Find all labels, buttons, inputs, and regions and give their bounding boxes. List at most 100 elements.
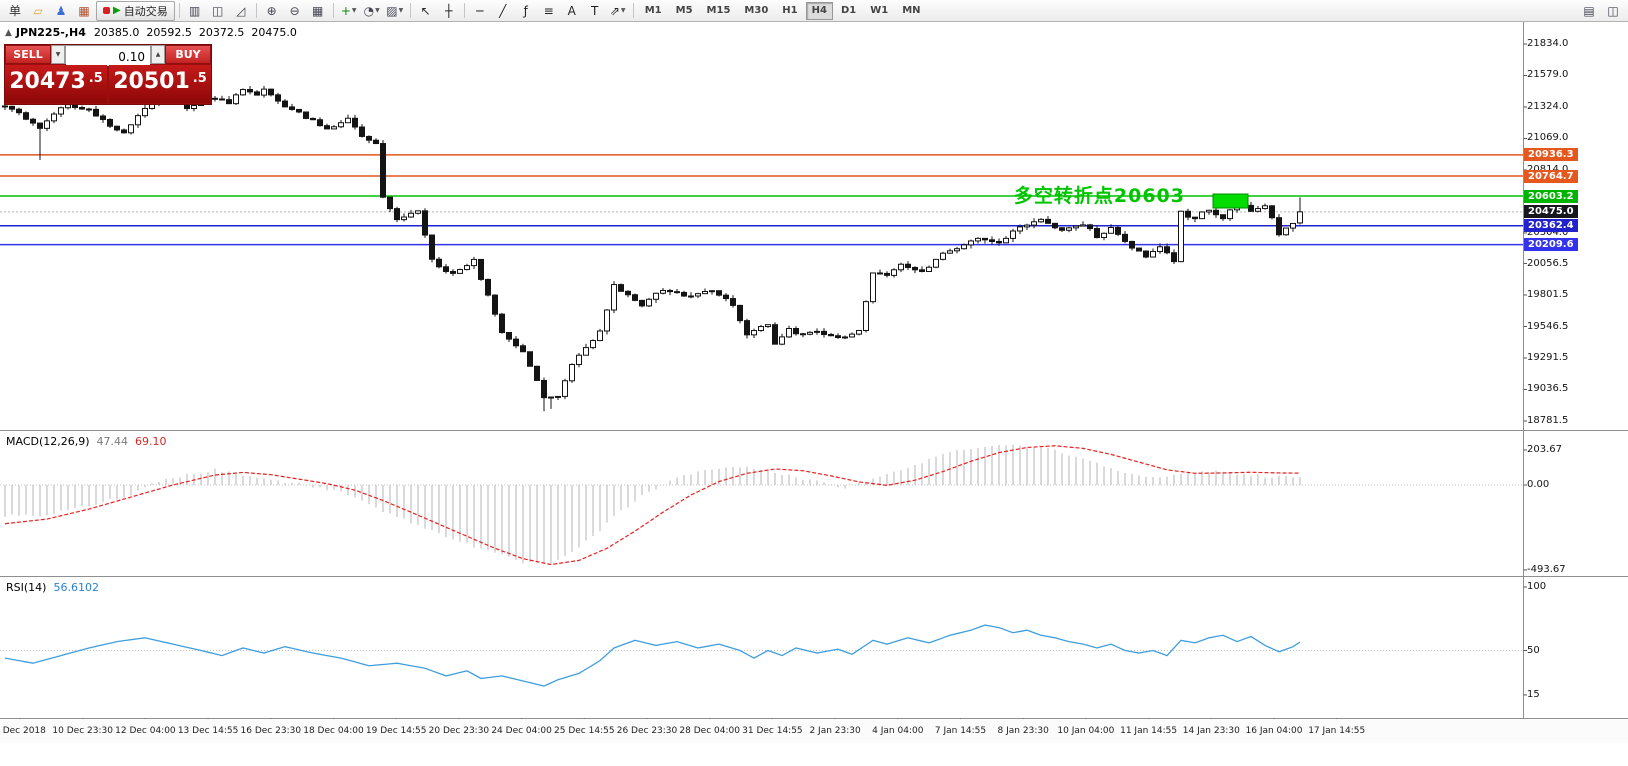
time-axis-label: 7 Dec 2018 [0,726,46,736]
period-button[interactable]: ◔ ▼ [361,1,383,21]
volume-input[interactable] [66,48,150,66]
template-button: ▨ [386,3,398,18]
price-axis-label: 21834.0 [1527,38,1569,49]
text-label-icon[interactable]: T [584,1,606,21]
text-icon[interactable]: A [561,1,583,21]
trendline-icon: ╱ [499,3,507,18]
toolbar-separator [409,3,411,18]
rsi-axis-label: 15 [1527,688,1540,700]
timeframe-m5[interactable]: M5 [675,4,693,16]
zoom-out-icon[interactable]: ⊖ [284,1,306,21]
zoom-in-icon: ⊕ [266,3,277,18]
time-axis-label: 16 Jan 04:00 [1245,726,1303,736]
price-axis-label: 18781.5 [1527,414,1569,426]
time-axis-label: 11 Jan 14:55 [1120,726,1178,736]
timeframe-m30[interactable]: M30 [744,4,769,16]
toolbar: 单 ▱ ♟ ▦ ▶ 自动交易 ▥ ◫ ◿ ⊕ ⊖ ▦ + ▼ ◔ ▼ ▨ ▼ ↖ ┼ ─ ╱ ƒ ≡ A T ⇗ ▼ M1 M5 M15 M… [0,0,1628,22]
stop-icon [103,7,110,14]
autotrading-label: 自动交易 [123,4,168,18]
time-axis-label: 2 Jan 23:30 [809,726,861,736]
volume-field [65,45,151,66]
sell-button[interactable]: SELL [5,45,51,64]
time-axis-label: 16 Dec 23:30 [240,726,302,736]
price-level-badge: 20209.6 [1524,238,1578,252]
price-level-badge: 20362.4 [1524,219,1578,233]
channel-icon[interactable]: ≡ [538,1,560,21]
toolbar-separator [178,3,180,18]
accounts-icon: ♟ [55,3,67,18]
timeframe-m15[interactable]: M15 [706,4,731,16]
price-axis-label: 21579.0 [1527,69,1569,81]
template-button[interactable]: ▨ ▼ [384,1,406,21]
sell-price[interactable]: 20473 .5 [5,65,107,103]
line-chart-icon[interactable]: ◿ [230,1,252,21]
cursor-icon[interactable]: ↖ [415,1,437,21]
buy-price[interactable]: 20501 .5 [109,65,211,103]
timeframe-h4[interactable]: H4 [805,1,833,20]
print-icon[interactable]: ▤ [1578,1,1600,21]
timeframe-h1[interactable]: H1 [782,4,798,16]
zoom-in-icon[interactable]: ⊕ [261,1,283,21]
ohlc-open: 20385.0 [93,26,140,39]
symbol-period-label: JPN225-,H4 [15,26,86,39]
market-watch-icon[interactable]: ▦ [73,1,95,21]
horizontal-line-icon[interactable]: ─ [469,1,491,21]
accounts-icon[interactable]: ♟ [50,1,72,21]
crosshair-icon: ┼ [445,3,453,18]
fibonacci-icon[interactable]: ƒ [515,1,537,21]
timeframe-d1[interactable]: D1 [840,4,857,16]
time-axis-strip [0,719,1628,743]
new-chart-button[interactable]: + ▼ [338,1,360,21]
price-axis-label: 20056.5 [1527,257,1569,269]
period-button: ◔ [363,3,375,18]
crosshair-icon[interactable]: ┼ [438,1,460,21]
chevron-down-icon: ▼ [351,7,357,14]
macd-label: MACD(12,26,9) 47.44 69.10 [6,435,167,448]
timeframe-m1[interactable]: M1 [644,4,662,16]
arrows-button[interactable]: ⇗ ▼ [607,1,629,21]
price-axis-label: 19036.5 [1527,383,1569,395]
chart-annotation-text[interactable]: 多空转折点20603 [1013,185,1185,207]
ohlc-high: 20592.5 [146,26,192,39]
tile-windows-icon[interactable]: ▦ [307,1,329,21]
toolbar-left: 单 ▱ ♟ ▦ ▶ 自动交易 ▥ ◫ ◿ ⊕ ⊖ ▦ + ▼ ◔ ▼ ▨ ▼ ↖ ┼ ─ ╱ ƒ ≡ A T ⇗ ▼ [4,0,637,21]
volume-increase-button[interactable]: ▲ [151,45,165,64]
bar-chart-icon[interactable]: ▥ [184,1,206,21]
autotrading-button[interactable]: ▶ 自动交易 [96,0,175,21]
price-axis-label: 19291.5 [1527,351,1569,363]
timeframe-w1[interactable]: W1 [870,4,889,16]
time-axis-label: 25 Dec 14:55 [554,726,615,736]
time-axis-label: 20 Dec 23:30 [428,726,490,736]
price-level-badge: 20764.7 [1524,169,1578,183]
candlestick-chart-icon[interactable]: ◫ [207,1,229,21]
text-label-icon: T [591,3,599,18]
trendline-icon[interactable]: ╱ [492,1,514,21]
new-order-button: 单 [8,4,21,18]
time-axis-label: 28 Dec 04:00 [679,726,740,736]
highlight-rectangle[interactable] [1212,193,1249,209]
arrows-button: ⇗ [609,3,620,18]
rsi-name: RSI(14) [6,581,47,594]
timeframe-mn[interactable]: MN [902,4,921,16]
buy-price-frac: .5 [192,71,207,86]
new-order-button[interactable]: 单 [4,1,26,21]
order-doc-icon[interactable]: ▱ [27,1,49,21]
axis-ticks [19,43,1527,723]
chevron-down-icon: ▼ [398,7,404,14]
volume-decrease-button[interactable]: ▼ [51,45,65,64]
play-icon: ▶ [113,5,121,16]
window-layout-icon: ◫ [1607,3,1619,18]
time-axis-label: 13 Dec 14:55 [177,726,239,736]
line-chart-icon: ◿ [236,3,246,18]
window-layout-icon[interactable]: ◫ [1602,1,1624,21]
tile-windows-icon: ▦ [312,3,324,18]
toolbar-separator [255,3,257,18]
macd-axis-label: -493.67 [1527,563,1566,575]
buy-button[interactable]: BUY [165,45,211,64]
toolbar-separator [332,3,334,18]
macd-axis-label: 203.67 [1527,443,1562,455]
time-axis-label: 18 Dec 04:00 [303,726,364,736]
time-axis-label: 8 Jan 23:30 [997,726,1049,736]
time-axis-label: 19 Dec 14:55 [365,726,427,736]
